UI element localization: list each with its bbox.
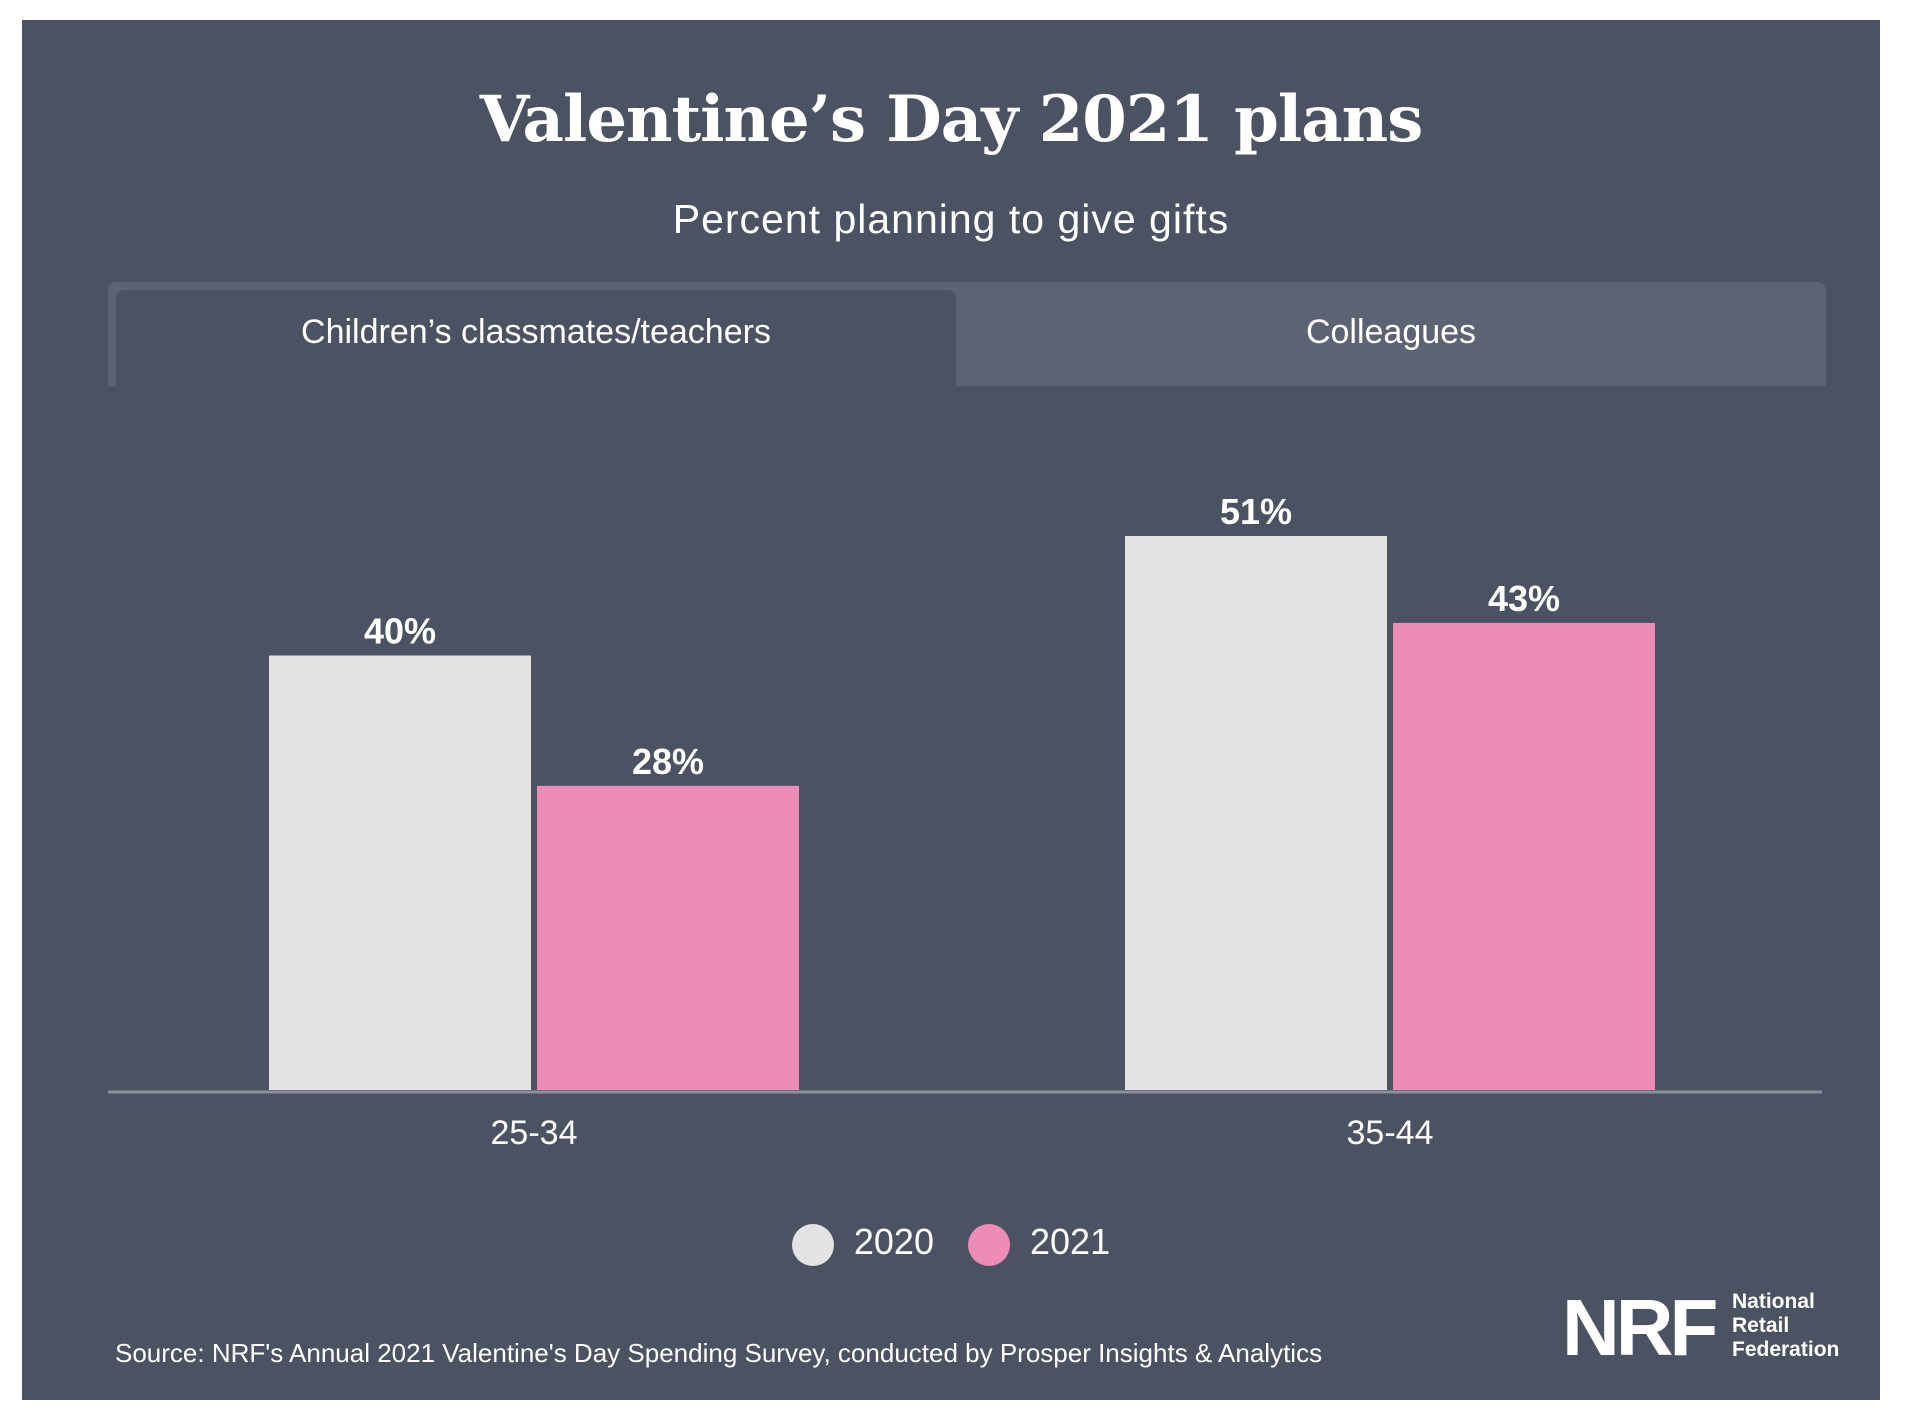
legend-label-2021: 2021 (1030, 1221, 1111, 1263)
logo-mark: NRF (1562, 1283, 1718, 1372)
bar-2020-25-34 (269, 655, 531, 1090)
legend-swatch-2021 (968, 1223, 1010, 1266)
bar-2021-25-34 (537, 785, 799, 1090)
bar-2021-35-44 (1393, 622, 1655, 1090)
source-note: Source: NRF's Annual 2021 Valentine's Da… (115, 1338, 1323, 1368)
bar-chart: 40% 28% 25-34 51% 43% 35-44 (108, 491, 1822, 1152)
logo-line-1: National (1732, 1290, 1815, 1313)
data-label-2020-25-34: 40% (364, 610, 436, 651)
data-label-2021-25-34: 28% (632, 741, 704, 782)
bar-2020-35-44 (1125, 536, 1387, 1090)
legend-item-2021: 2021 (968, 1221, 1111, 1266)
legend-label-2020: 2020 (853, 1221, 934, 1263)
chart-subtitle: Percent planning to give gifts (672, 196, 1230, 242)
chart-title: Valentine’s Day 2021 plans (479, 82, 1423, 157)
tab-childrens-classmates-teachers[interactable]: Children’s classmates/teachers (116, 290, 956, 386)
nrf-logo: NRF National Retail Federation (1562, 1288, 1862, 1368)
chart-card: Valentine’s Day 2021 plans Percent plann… (22, 20, 1880, 1400)
x-tick-label-25-34: 25-34 (491, 1114, 578, 1152)
data-label-2020-35-44: 51% (1220, 491, 1292, 532)
x-tick-label-35-44: 35-44 (1347, 1114, 1434, 1152)
tab-bar: Children’s classmates/teachers Colleague… (108, 282, 1826, 386)
logo-text: National Retail Federation (1732, 1290, 1839, 1362)
legend-swatch-2020 (791, 1223, 834, 1266)
tab-colleagues[interactable]: Colleagues (1305, 313, 1477, 351)
legend: 2020 2021 (22, 1220, 1880, 1266)
data-label-2021-35-44: 43% (1488, 578, 1560, 619)
logo-line-3: Federation (1732, 1338, 1840, 1361)
legend-item-2020: 2020 (791, 1221, 934, 1266)
logo-line-2: Retail (1732, 1314, 1790, 1337)
